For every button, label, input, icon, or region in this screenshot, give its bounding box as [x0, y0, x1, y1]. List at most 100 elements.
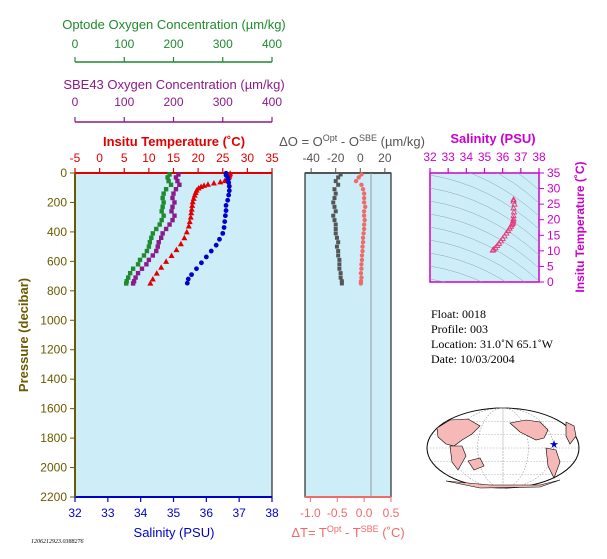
salinity-point	[189, 272, 194, 278]
salinity-axis-tick-label: 36	[200, 506, 214, 520]
ts-point	[501, 232, 508, 239]
delta-o-point	[339, 279, 344, 284]
float-id: Float: 0018	[431, 307, 486, 321]
location: Location: 31.0˚N 65.1˚W	[431, 337, 554, 351]
ts-temperature-axis-tick-label: 0	[547, 275, 554, 289]
delta-t-point	[359, 266, 364, 271]
sbe43-axis-tick-label: 300	[213, 95, 233, 109]
optode-oxygen-point	[147, 240, 153, 245]
delta-t-point	[361, 213, 367, 218]
temperature-point	[189, 198, 196, 205]
delta-o-point	[333, 191, 338, 196]
ts-point	[510, 196, 517, 202]
sbe43-oxygen-point	[176, 172, 181, 177]
salinity-point	[213, 242, 219, 248]
temperature-point	[185, 223, 192, 229]
map-meridian	[477, 407, 529, 489]
sbe43-oxygen-point	[173, 187, 179, 192]
sbe43-oxygen-point	[135, 270, 141, 276]
delta-o-point	[331, 200, 336, 205]
sbe43-axis-tick-label: 100	[114, 95, 134, 109]
delta-t-point	[359, 262, 364, 267]
sbe43-axis-tick-label: 200	[163, 95, 183, 109]
temperature-point	[163, 258, 170, 264]
pressure-axis-title: Pressure (decibar)	[16, 278, 31, 392]
optode-oxygen-point	[135, 262, 141, 267]
temperature-point	[188, 206, 195, 212]
ts-density-contour	[430, 174, 539, 230]
delta-t-axis-tick-label: 0.5	[383, 506, 400, 520]
ts-salinity-axis: 32 33 34 35 36 37 38	[423, 150, 546, 173]
delta-o-axis-tick-label: -40	[302, 151, 320, 165]
ts-point	[504, 227, 512, 234]
ts-density-contours	[430, 173, 539, 282]
salinity-point	[226, 180, 232, 185]
sbe43-oxygen-point	[177, 182, 182, 187]
salinity-point	[185, 276, 191, 282]
ts-panel	[429, 172, 540, 283]
salinity-axis-tick-label: 38	[265, 506, 279, 520]
temperature-point	[149, 276, 156, 282]
date: Date: 10/03/2004	[431, 352, 515, 366]
delta-o-axis-tick-label: 0	[357, 151, 364, 165]
delta-t-point	[358, 270, 364, 276]
delta-t-axis-title: ΔT= TOpt - TSBE (˚C)	[291, 524, 404, 540]
float-info: Float: 0018 Profile: 003 Location: 31.0˚…	[431, 307, 554, 366]
delta-t-axis-tick-label: -1.0	[300, 506, 321, 520]
temperature-axis-tick-label: -5	[70, 151, 81, 165]
delta-t-point	[356, 175, 361, 180]
salinity-point	[220, 230, 226, 236]
land-antarctica	[445, 479, 561, 489]
sbe43-oxygen-point	[139, 266, 145, 271]
sbe43-oxygen-point	[154, 248, 159, 254]
ts-density-contour	[469, 173, 539, 217]
optode-oxygen-point	[124, 281, 129, 286]
sbe43-oxygen-point	[167, 222, 172, 227]
optode-oxygen-point	[165, 175, 170, 180]
delta-o-point	[334, 235, 339, 240]
temperature-point	[221, 177, 228, 184]
land-north-america	[509, 419, 549, 441]
temperature-point	[183, 228, 190, 235]
salinity-axis-tick-label: 35	[167, 506, 181, 520]
salinity-axis: 32 33 34 35 36 37 38	[68, 497, 279, 520]
ts-density-contour	[430, 278, 446, 282]
optode-oxygen-point	[125, 275, 131, 280]
pressure-axis-tick-label: 800	[47, 284, 67, 298]
optode-axis-tick-label: 0	[72, 37, 79, 51]
ts-point	[497, 237, 505, 244]
delta-o-point	[333, 179, 338, 184]
salinity-point	[223, 203, 229, 208]
sbe43-oxygen-point	[150, 253, 156, 258]
delta-o-point	[338, 275, 343, 280]
optode-oxygen-point	[159, 209, 164, 214]
footer-id: 1206212923.0388276	[31, 539, 84, 545]
ts-salinity-axis-tick-label: 34	[460, 150, 474, 164]
salinity-point	[199, 260, 204, 266]
temperature-point	[210, 180, 217, 186]
temperature-axis-tick-label: 0	[96, 151, 103, 165]
optode-oxygen-point	[130, 266, 136, 271]
ts-temperature-axis-title: Insitu Temperature (˚C)	[573, 161, 587, 292]
delta-o-point	[334, 244, 339, 249]
pressure-axis-tick-label: 1800	[40, 431, 67, 445]
delta-o-point	[338, 271, 343, 276]
ts-temperature-axis-tick-label: 20	[547, 213, 561, 227]
salinity-axis-tick-label: 37	[232, 506, 246, 520]
temperature-point	[158, 264, 165, 270]
salinity-point	[226, 183, 232, 189]
temperature-axis-tick-label: 5	[121, 151, 128, 165]
pressure-axis-tick-label: 200	[47, 195, 67, 209]
optode-oxygen-point	[161, 200, 166, 205]
delta-t-point	[361, 200, 367, 205]
optode-axis-tick-label: 100	[114, 37, 134, 51]
temperature-axis: -5 0 5 10 15 20 25 30 35	[70, 151, 279, 173]
ts-salinity-axis-tick-label: 35	[478, 150, 492, 164]
sbe43-oxygen-point	[173, 175, 179, 180]
sbe43-oxygen-point	[170, 217, 175, 223]
ts-data-marks	[489, 196, 518, 253]
delta-o-point	[338, 172, 343, 177]
delta-o-point	[336, 182, 341, 187]
optode-oxygen-point	[163, 187, 169, 192]
